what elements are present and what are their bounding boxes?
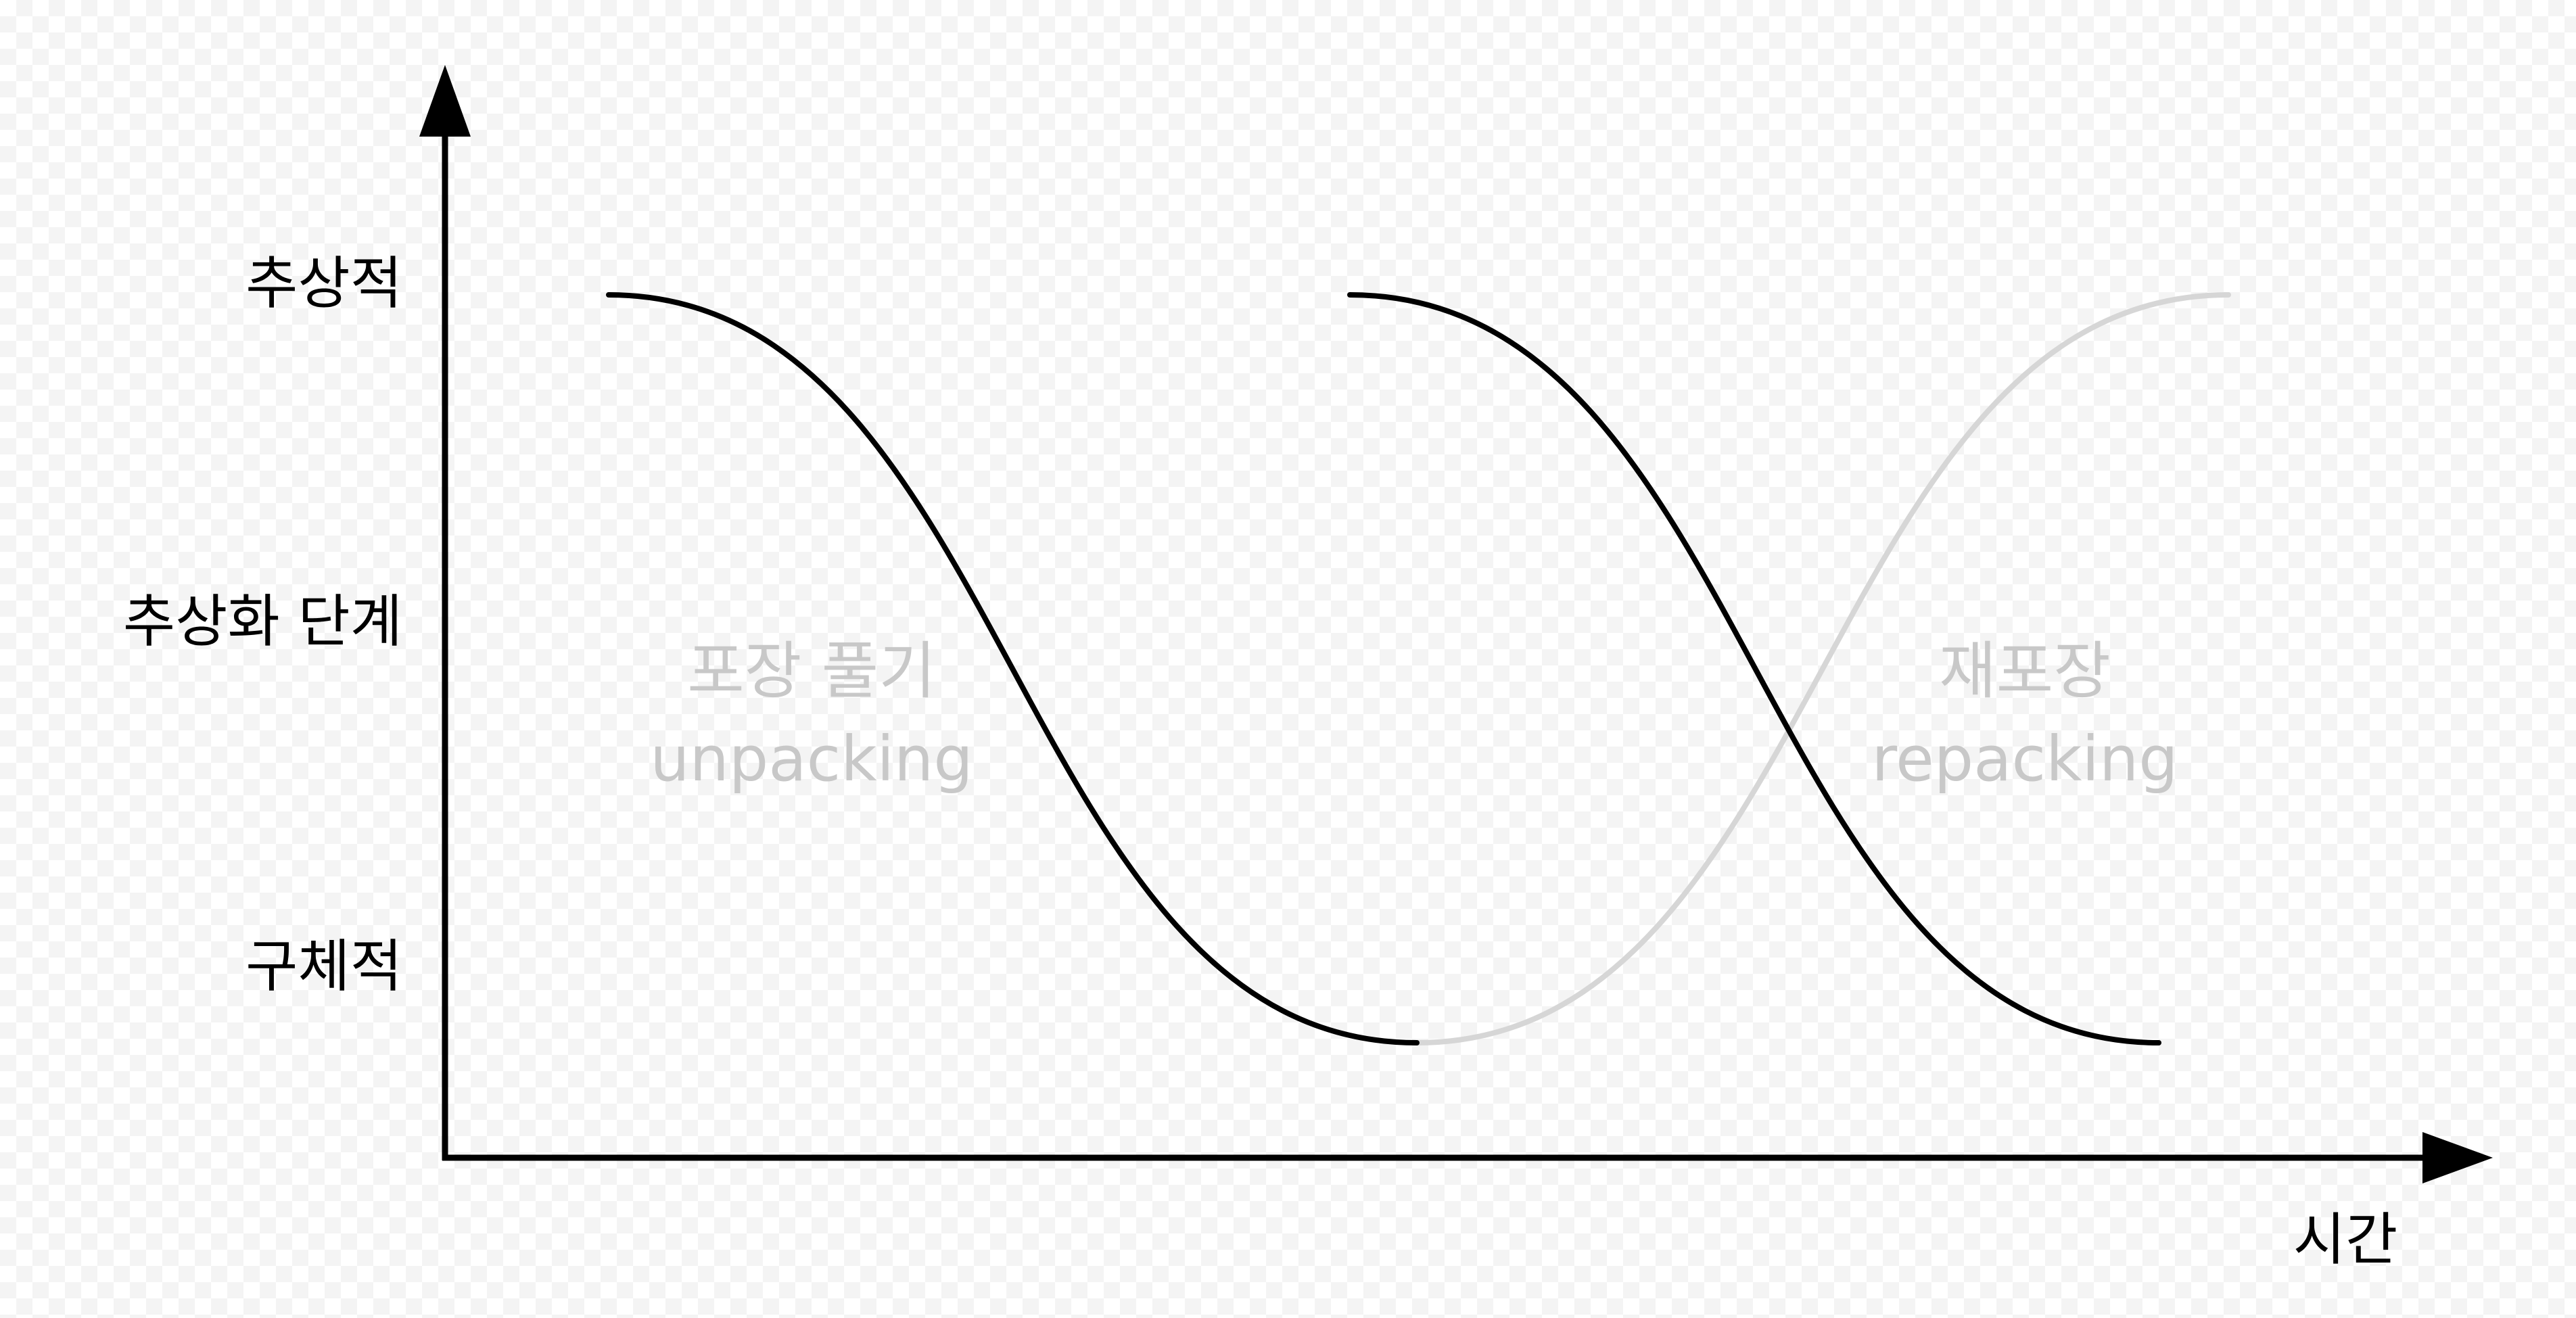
repacking-korean-label: 재포장 — [1939, 635, 2111, 707]
unpacking-english-label: unpacking — [650, 723, 973, 795]
repacking-curve — [1414, 292, 2231, 1045]
first-unpacking-curve — [606, 292, 1420, 1045]
repacking-english-label: repacking — [1871, 723, 2178, 795]
y-level-abstract-label: 추상적 — [245, 250, 402, 316]
x-axis-label: 시간 — [2293, 1206, 2398, 1273]
y-level-concrete-label: 구체적 — [245, 933, 402, 999]
y-level-abstraction-label: 추상화 단계 — [123, 588, 402, 655]
x-axis-arrow-icon — [2422, 1132, 2493, 1183]
y-axis-arrow-icon — [419, 65, 471, 137]
second-unpacking-curve — [1347, 292, 2161, 1045]
unpacking-korean-label: 포장 풀기 — [687, 635, 936, 707]
